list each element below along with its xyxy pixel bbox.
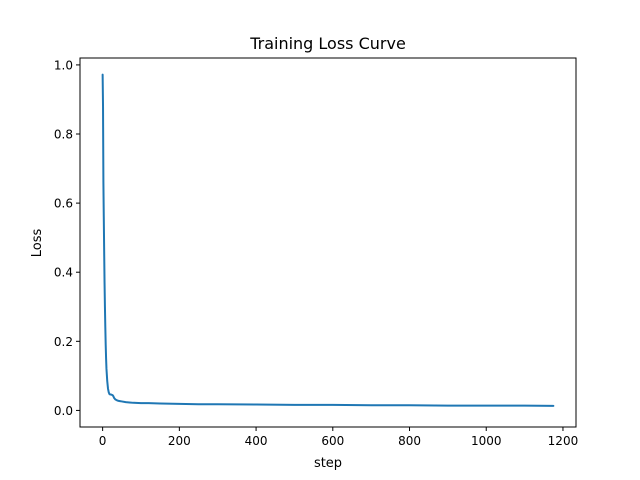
loss-line — [101, 73, 555, 407]
x-tick-label: 200 — [168, 434, 191, 448]
plot-area — [101, 73, 555, 407]
x-tick-label: 1200 — [548, 434, 579, 448]
y-tick-label: 0.6 — [54, 197, 73, 211]
x-tick-label: 1000 — [471, 434, 502, 448]
x-tick-label: 600 — [321, 434, 344, 448]
y-tick-label: 1.0 — [54, 58, 73, 72]
x-axis-label: step — [314, 456, 342, 471]
plot-frame — [79, 57, 577, 428]
y-axis: 0.0 0.2 0.4 0.6 0.8 1.0 — [54, 58, 80, 418]
x-axis: 0 200 400 600 800 1000 1200 — [99, 427, 578, 448]
y-tick-label: 0.2 — [54, 335, 73, 349]
y-tick-label: 0.4 — [54, 266, 73, 280]
x-tick-label: 400 — [245, 434, 268, 448]
y-axis-label: Loss — [30, 229, 45, 258]
x-tick-label: 0 — [99, 434, 107, 448]
y-tick-label: 0.0 — [54, 404, 73, 418]
x-tick-label: 800 — [398, 434, 421, 448]
chart-title: Training Loss Curve — [249, 34, 406, 53]
y-tick-label: 0.8 — [54, 128, 73, 142]
